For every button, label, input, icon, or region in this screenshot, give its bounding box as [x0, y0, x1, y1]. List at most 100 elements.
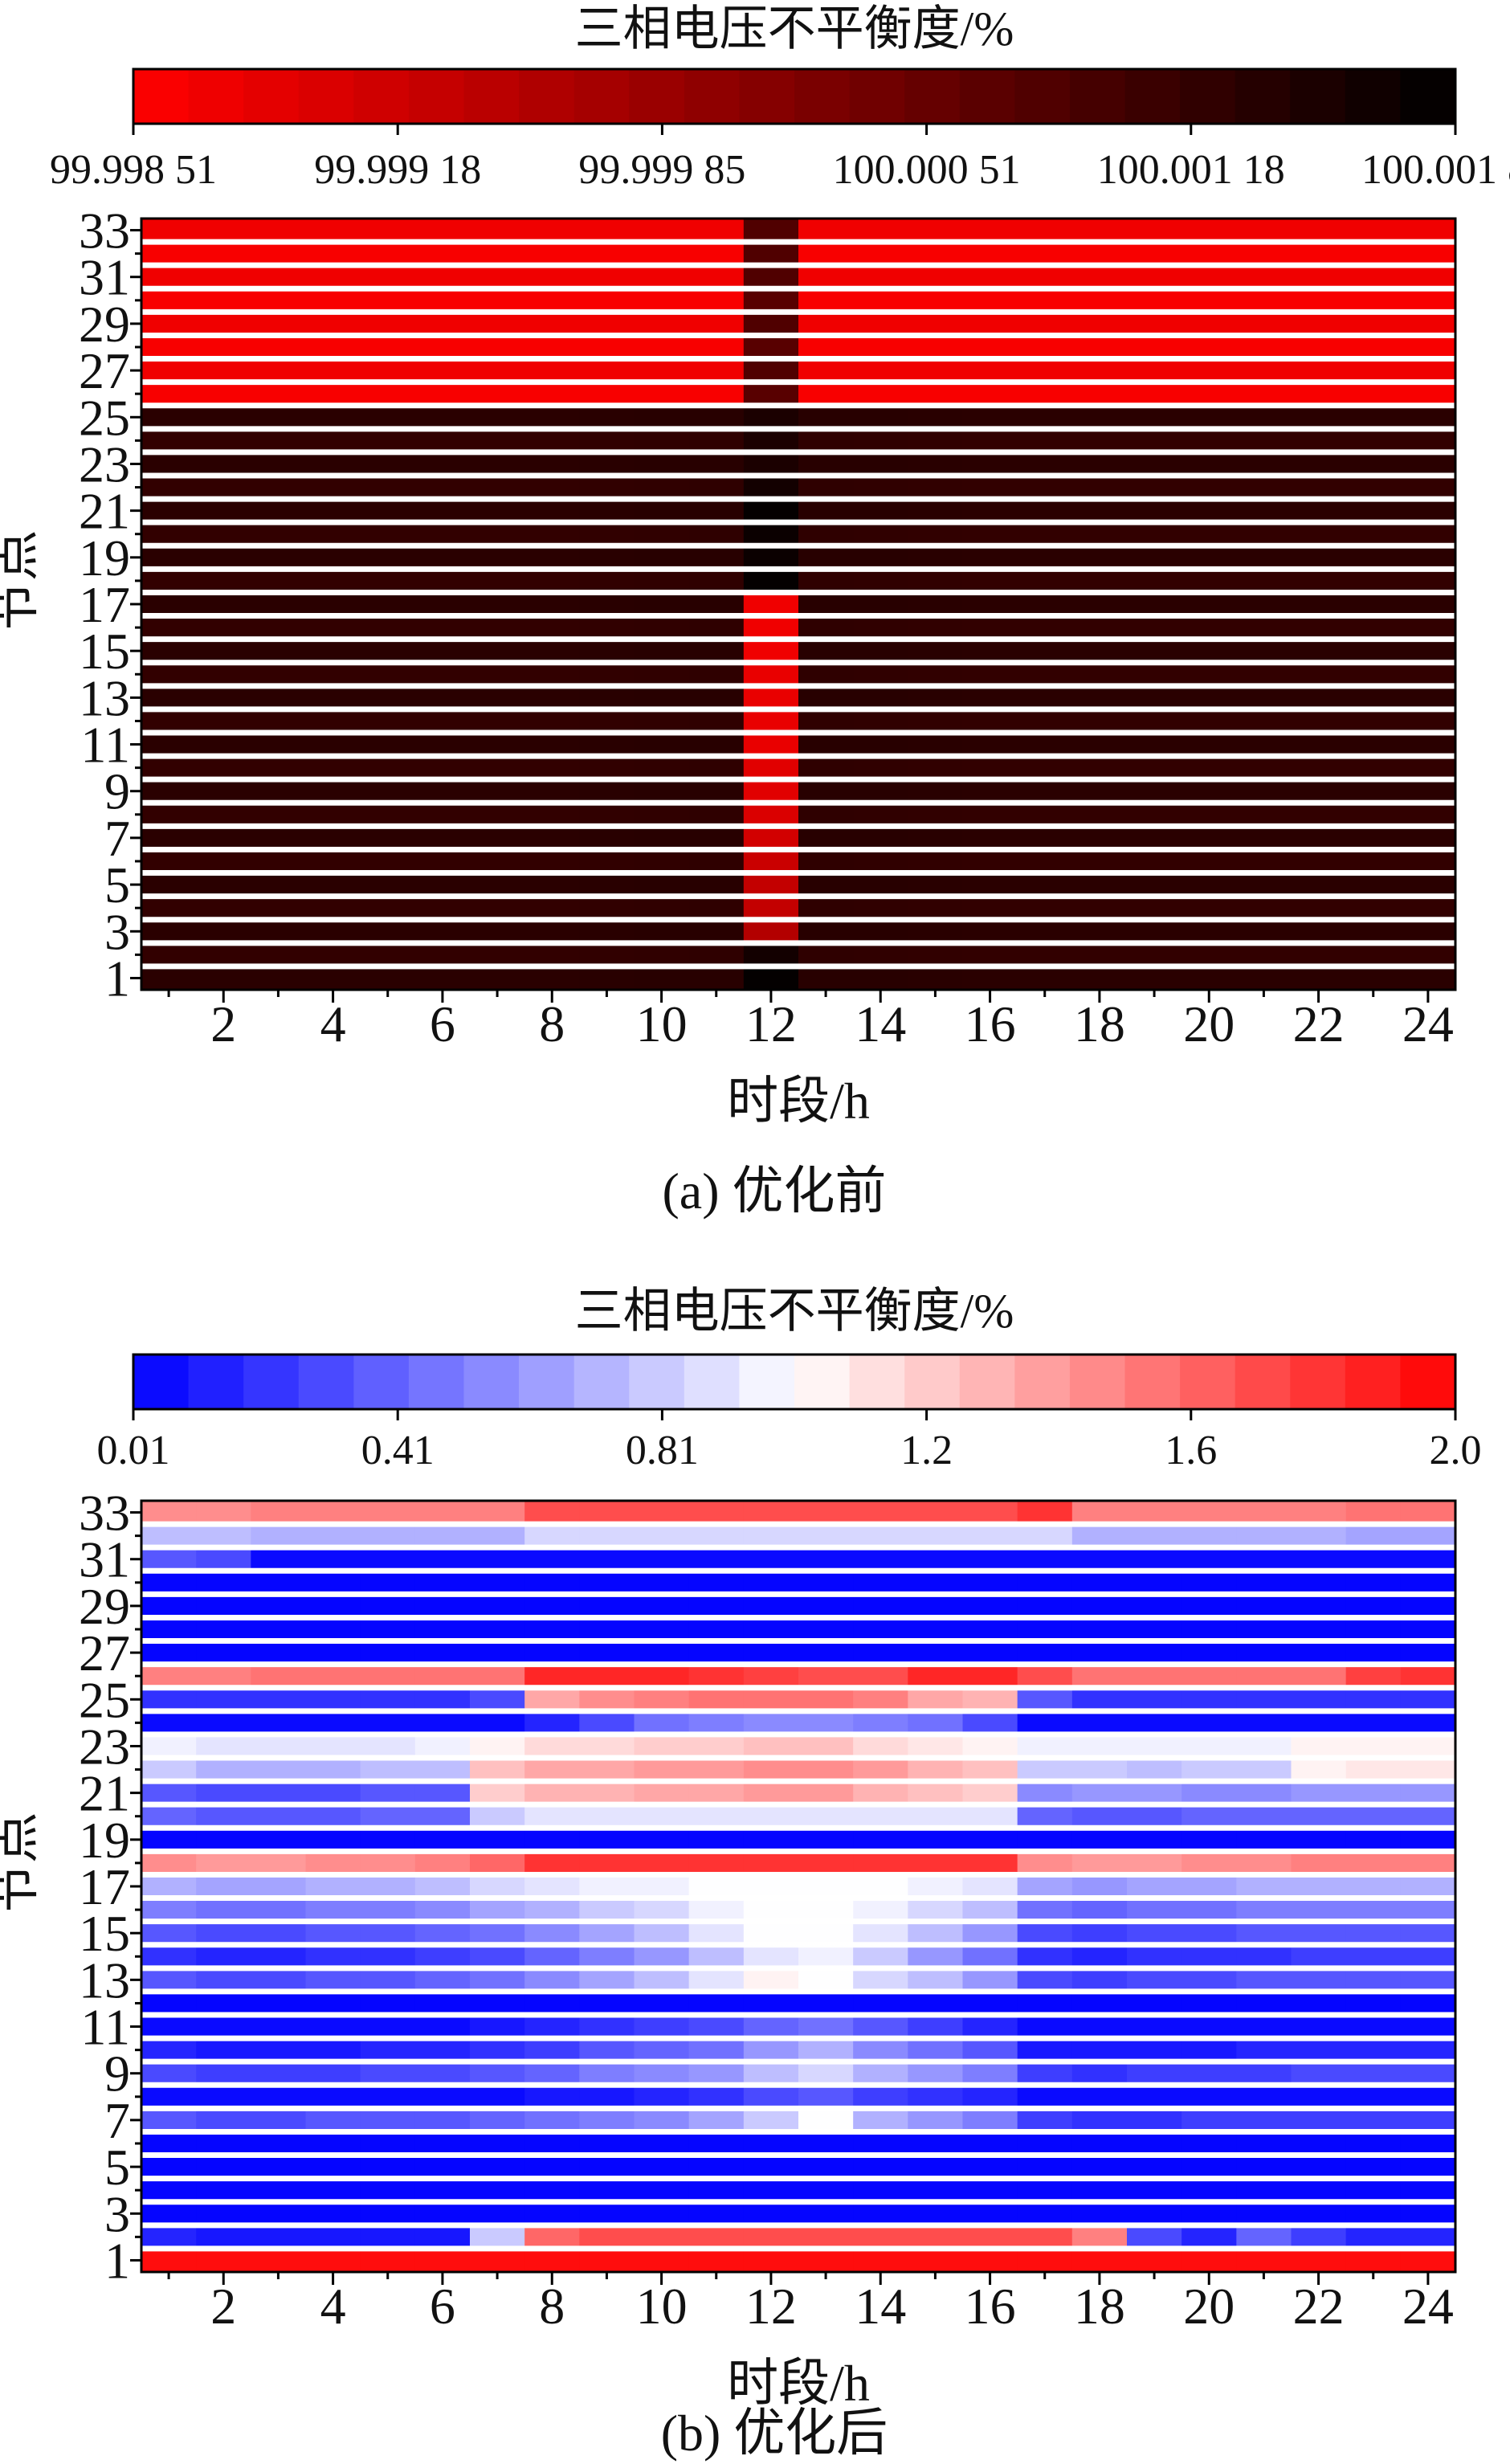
heatmap-cell — [908, 1710, 964, 1735]
heatmap-cell — [1181, 428, 1237, 453]
heatmap-cell — [962, 1734, 1018, 1759]
heatmap-cell — [524, 662, 580, 687]
heatmap-cell — [1071, 1781, 1128, 1805]
heatmap-cell — [1400, 1944, 1456, 1969]
heatmap-cell — [360, 2038, 416, 2062]
heatmap-cell — [1291, 2248, 1347, 2273]
colorbar-cell — [408, 1355, 465, 1409]
heatmap-cell — [251, 1828, 307, 1852]
heatmap-cell — [470, 428, 525, 453]
colorbar-tick-label: 100.001 18 — [1097, 147, 1285, 193]
heatmap-cell — [1071, 1874, 1128, 1899]
heatmap-cell — [1400, 896, 1456, 921]
heatmap-cell — [1181, 1617, 1237, 1642]
colorbar-cell — [573, 1355, 630, 1409]
heatmap-cell — [798, 2201, 854, 2226]
heatmap-cell — [634, 1828, 690, 1852]
heatmap-cell — [962, 1781, 1018, 1805]
heatmap-cell — [196, 569, 251, 594]
heatmap-cell — [1127, 1571, 1182, 1595]
y-tick-label: 15 — [79, 1905, 130, 1962]
heatmap-cell — [414, 942, 471, 967]
heatmap-cell — [798, 2248, 854, 2273]
heatmap-cell — [305, 1781, 361, 1805]
x-tick-label: 14 — [855, 2278, 906, 2335]
heatmap-cell — [634, 803, 690, 827]
heatmap-cell — [524, 1664, 580, 1689]
colorbar-cell — [684, 1355, 741, 1409]
colorbar-cell — [408, 69, 465, 124]
heatmap-cell — [360, 2225, 416, 2249]
heatmap-cell — [1017, 2178, 1073, 2203]
heatmap-cell — [305, 569, 361, 594]
heatmap-cell — [414, 265, 471, 289]
heatmap-cell — [579, 685, 635, 710]
heatmap-cell — [853, 265, 908, 289]
heatmap-cell — [853, 942, 908, 967]
heatmap-cell — [1345, 1921, 1402, 1946]
heatmap-cell — [1400, 1921, 1456, 1946]
heatmap-cell — [1345, 2015, 1402, 2039]
heatmap-cell — [141, 615, 197, 640]
heatmap-cell — [798, 826, 854, 851]
heatmap-cell — [1017, 1571, 1073, 1595]
heatmap-cell — [1400, 966, 1456, 991]
heatmap-cell — [1071, 1687, 1128, 1712]
heatmap-cell — [251, 1547, 307, 1571]
heatmap-cell — [470, 872, 525, 897]
heatmap-cell — [688, 522, 745, 546]
heatmap-cell — [360, 2201, 416, 2226]
heatmap-cell — [196, 312, 251, 337]
heatmap-cell — [908, 2038, 964, 2062]
heatmap-cell — [743, 335, 799, 360]
heatmap-cell — [141, 592, 197, 617]
heatmap-cell — [305, 428, 361, 453]
heatmap-cell — [360, 803, 416, 827]
colorbar-cell — [1290, 69, 1346, 124]
heatmap-cell — [524, 942, 580, 967]
heatmap-cell — [1236, 733, 1292, 757]
heatmap-cell — [743, 919, 799, 944]
heatmap-cell — [524, 872, 580, 897]
heatmap-cell — [1291, 1874, 1347, 1899]
heatmap-cell — [470, 1968, 525, 1992]
heatmap-cell — [688, 1944, 745, 1969]
heatmap-cell — [962, 2178, 1018, 2203]
heatmap-cell — [1400, 1734, 1456, 1759]
colorbar-cell — [298, 69, 354, 124]
heatmap-cell — [1236, 756, 1292, 780]
heatmap-cell — [141, 919, 197, 944]
heatmap-cell — [688, 1687, 745, 1712]
heatmap-cell — [798, 1898, 854, 1923]
heatmap-cell — [470, 1921, 525, 1946]
heatmap-cell — [524, 2108, 580, 2133]
heatmap-cell — [414, 1921, 471, 1946]
heatmap-cell — [634, 2085, 690, 2109]
heatmap-cell — [141, 803, 197, 827]
colorbar-tick-label: 0.41 — [361, 1428, 435, 1473]
heatmap-cell — [1345, 219, 1402, 243]
heatmap-cell — [1236, 662, 1292, 687]
heatmap-cell — [962, 2038, 1018, 2062]
heatmap-cell — [1291, 756, 1347, 780]
heatmap-cell — [524, 919, 580, 944]
heatmap-cell — [251, 1710, 307, 1735]
heatmap-cell — [414, 452, 471, 476]
heatmap-cell — [1181, 1524, 1237, 1548]
y-tick-label: 33 — [79, 202, 130, 259]
heatmap-cell — [908, 1898, 964, 1923]
heatmap-cell — [1127, 779, 1182, 803]
heatmap-cell — [908, 312, 964, 337]
heatmap-cell — [1181, 288, 1237, 313]
heatmap-cell — [908, 1991, 964, 2016]
heatmap-cell — [1127, 569, 1182, 594]
heatmap-cell — [1181, 312, 1237, 337]
heatmap-cell — [1071, 382, 1128, 407]
heatmap-cell — [962, 1921, 1018, 1946]
heatmap-cell — [470, 942, 525, 967]
heatmap-cell — [1345, 639, 1402, 664]
heatmap-cell — [908, 2015, 964, 2039]
heatmap-cell — [1071, 499, 1128, 523]
